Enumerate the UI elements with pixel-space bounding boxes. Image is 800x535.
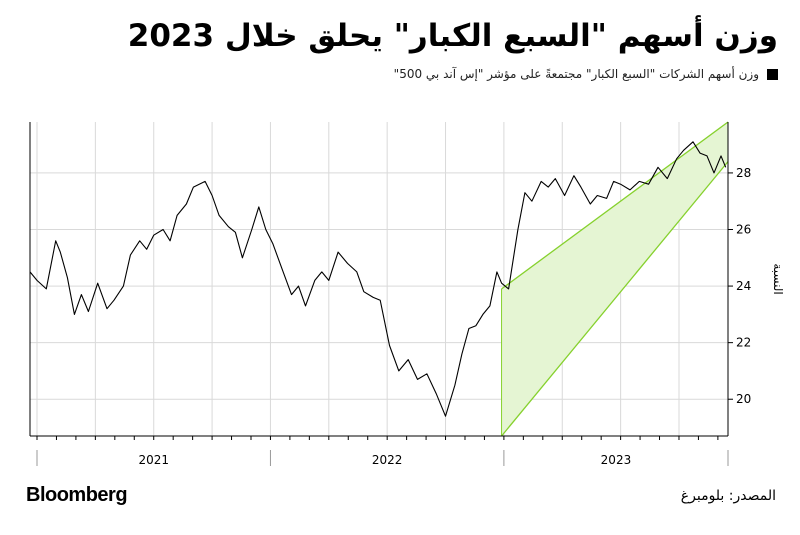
- y-tick-label: 26: [736, 222, 751, 236]
- y-tick-label: 24: [736, 279, 751, 293]
- chart-title: وزن أسهم "السبع الكبار" يحلق خلال 2023: [127, 18, 778, 54]
- x-tick-label: 2022: [372, 453, 403, 467]
- trend-channel-upper: [501, 121, 729, 290]
- trend-channel-area: [501, 122, 728, 436]
- y-tick-label: 20: [736, 392, 751, 406]
- series-line: [29, 141, 727, 417]
- y-axis-title: النسبة: [771, 263, 785, 294]
- legend-swatch: [767, 68, 778, 80]
- legend-label: وزن أسهم الشركات "السبع الكبار" مجتمعةً …: [393, 67, 759, 81]
- x-tick-label: 2021: [138, 453, 169, 467]
- trend-channel-lower: [501, 161, 729, 437]
- y-tick-label: 22: [736, 336, 751, 350]
- bloomberg-logo: Bloomberg: [26, 484, 128, 506]
- source-note: المصدر: بلومبرغ: [680, 488, 776, 504]
- y-tick-label: 28: [736, 166, 751, 180]
- legend: وزن أسهم الشركات "السبع الكبار" مجتمعةً …: [394, 67, 778, 81]
- x-tick-label: 2023: [601, 453, 632, 467]
